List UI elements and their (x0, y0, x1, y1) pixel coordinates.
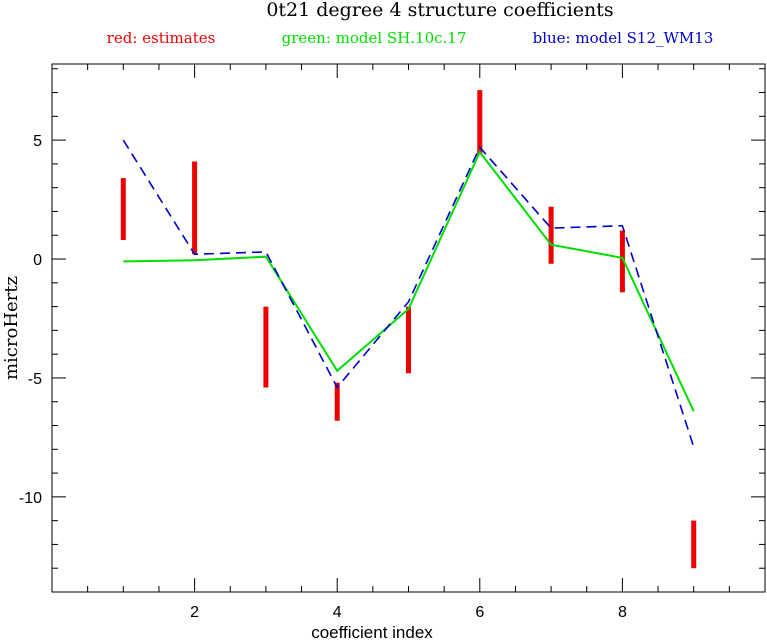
model-lines (122, 139, 695, 448)
x-tick-label: 8 (618, 604, 627, 621)
x-tick-label: 6 (475, 604, 484, 621)
legend-estimates: red: estimates (107, 29, 216, 47)
axis-tick-labels: 2 4 6 8 -10 -5 0 5 (19, 133, 627, 621)
y-tick-label: 5 (33, 133, 42, 150)
axis-ticks (52, 64, 765, 592)
y-axis-label: microHertz (1, 276, 22, 380)
chart-title: 0t21 degree 4 structure coefficients (266, 0, 613, 21)
series-line-sh10c17 (123, 150, 695, 412)
x-tick-label: 4 (333, 604, 342, 621)
estimate-bars (120, 90, 697, 569)
series-line-s12wm13 (122, 139, 695, 448)
y-tick-label: -10 (19, 490, 42, 507)
y-tick-label: 0 (33, 252, 42, 269)
legend-model-s12: blue: model S12_WM13 (533, 29, 714, 47)
legend-model-sh: green: model SH.10c.17 (282, 29, 467, 47)
x-tick-label: 2 (190, 604, 199, 621)
x-axis-label: coefficient index (311, 623, 433, 641)
y-tick-label: -5 (28, 371, 42, 388)
